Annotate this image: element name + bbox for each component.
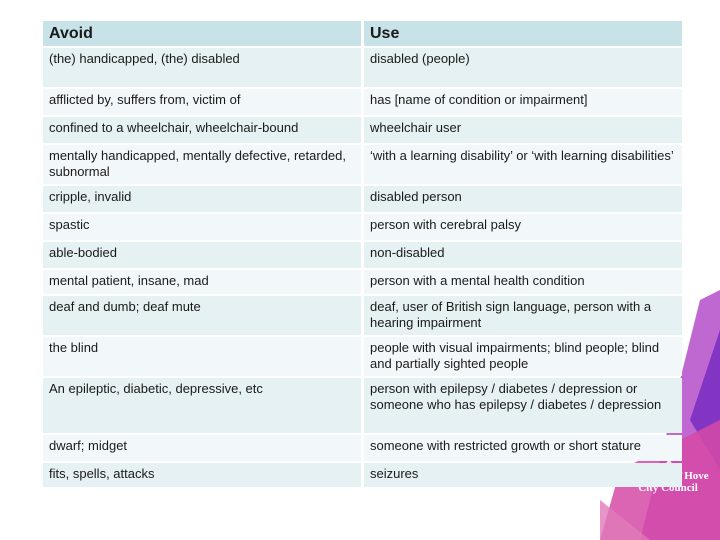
use-cell: person with a mental health condition [364, 270, 682, 294]
avoid-cell: spastic [43, 214, 361, 240]
table-row: (the) handicapped, (the) disabled disabl… [43, 48, 682, 87]
use-cell: wheelchair user [364, 117, 682, 143]
table-header-row: Avoid Use [43, 21, 682, 46]
avoid-cell: afflicted by, suffers from, victim of [43, 89, 361, 115]
use-cell: ‘with a learning disability’ or ‘with le… [364, 145, 682, 184]
use-cell: disabled person [364, 186, 682, 212]
use-cell: people with visual impairments; blind pe… [364, 337, 682, 376]
use-cell: person with cerebral palsy [364, 214, 682, 240]
table-row: mentally handicapped, mentally defective… [43, 145, 682, 184]
table-row: confined to a wheelchair, wheelchair-bou… [43, 117, 682, 143]
table-row: mental patient, insane, mad person with … [43, 270, 682, 294]
use-cell: person with epilepsy / diabetes / depres… [364, 378, 682, 433]
table-row: able-bodied non-disabled [43, 242, 682, 268]
avoid-cell: An epileptic, diabetic, depressive, etc [43, 378, 361, 433]
table-row: spastic person with cerebral palsy [43, 214, 682, 240]
avoid-cell: (the) handicapped, (the) disabled [43, 48, 361, 87]
avoid-cell: the blind [43, 337, 361, 376]
avoid-cell: mental patient, insane, mad [43, 270, 361, 294]
use-cell: seizures [364, 463, 682, 487]
language-guide-table: Avoid Use (the) handicapped, (the) disab… [43, 21, 682, 487]
use-cell: deaf, user of British sign language, per… [364, 296, 682, 335]
table-row: deaf and dumb; deaf mute deaf, user of B… [43, 296, 682, 335]
header-use: Use [364, 21, 682, 46]
use-cell: disabled (people) [364, 48, 682, 87]
pink-shape [600, 500, 650, 540]
use-cell: someone with restricted growth or short … [364, 435, 682, 461]
avoid-cell: dwarf; midget [43, 435, 361, 461]
table-row: dwarf; midget someone with restricted gr… [43, 435, 682, 461]
table-row: An epileptic, diabetic, depressive, etc … [43, 378, 682, 433]
header-avoid: Avoid [43, 21, 361, 46]
table-row: cripple, invalid disabled person [43, 186, 682, 212]
avoid-cell: deaf and dumb; deaf mute [43, 296, 361, 335]
table-row: afflicted by, suffers from, victim of ha… [43, 89, 682, 115]
avoid-cell: fits, spells, attacks [43, 463, 361, 487]
avoid-cell: able-bodied [43, 242, 361, 268]
table-row: fits, spells, attacks seizures [43, 463, 682, 487]
avoid-cell: confined to a wheelchair, wheelchair-bou… [43, 117, 361, 143]
table-row: the blind people with visual impairments… [43, 337, 682, 376]
avoid-cell: cripple, invalid [43, 186, 361, 212]
avoid-cell: mentally handicapped, mentally defective… [43, 145, 361, 184]
use-cell: has [name of condition or impairment] [364, 89, 682, 115]
use-cell: non-disabled [364, 242, 682, 268]
